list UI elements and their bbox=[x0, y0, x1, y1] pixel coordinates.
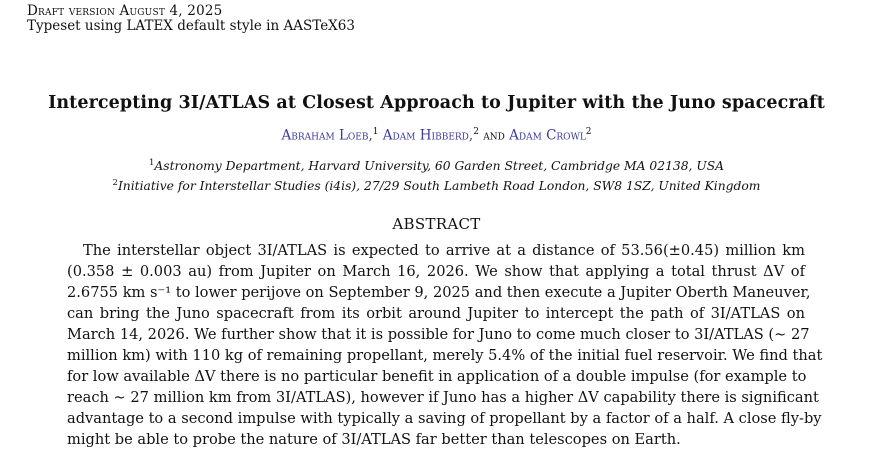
affiliation-mark: 1 bbox=[148, 158, 155, 168]
author-list: Abraham Loeb,1 Adam Hibberd,2 and Adam C… bbox=[0, 127, 873, 144]
abstract-line: (0.358 ± 0.003 au) from Jupiter on March… bbox=[67, 263, 805, 280]
affiliation-2: 2Initiative for Interstellar Studies (i4… bbox=[0, 178, 873, 193]
author-conjunction: and bbox=[483, 127, 505, 144]
typeset-line: Typeset using LATEX default style in AAS… bbox=[27, 18, 355, 34]
abstract-line: can bring the Juno spacecraft from its o… bbox=[67, 305, 805, 322]
affiliation-text: Initiative for Interstellar Studies (i4i… bbox=[117, 179, 761, 194]
abstract-heading: ABSTRACT bbox=[392, 215, 481, 233]
affiliation-text: Astronomy Department, Harvard University… bbox=[154, 159, 725, 174]
affiliation-1: 1Astronomy Department, Harvard Universit… bbox=[0, 158, 873, 173]
affiliation-mark: 2 bbox=[112, 178, 118, 188]
author-affiliation-mark: 1 bbox=[372, 127, 379, 137]
abstract-line: March 14, 2026. We further show that it … bbox=[67, 326, 810, 343]
abstract-line: 2.6755 km s⁻¹ to lower perijove on Septe… bbox=[67, 284, 811, 301]
abstract-line: reach ∼ 27 million km from 3I/ATLAS), ho… bbox=[67, 389, 819, 406]
paper-title: Intercepting 3I/ATLAS at Closest Approac… bbox=[48, 93, 825, 113]
author-affiliation-mark: 2 bbox=[473, 127, 479, 137]
author-name[interactable]: Adam Crowl bbox=[509, 127, 586, 144]
abstract-line: for low available ΔV there is no particu… bbox=[67, 368, 807, 385]
abstract-body: The interstellar object 3I/ATLAS is expe… bbox=[67, 240, 823, 450]
abstract-line: million km) with 110 kg of remaining pro… bbox=[67, 347, 823, 364]
author-affiliation-mark: 2 bbox=[585, 127, 592, 137]
draft-version-line: Draft version August 4, 2025 bbox=[27, 3, 223, 19]
abstract-line: might be able to probe the nature of 3I/… bbox=[67, 431, 681, 448]
author-name[interactable]: Abraham Loeb, bbox=[281, 127, 373, 144]
abstract-line: The interstellar object 3I/ATLAS is expe… bbox=[83, 242, 805, 259]
author-name[interactable]: Adam Hibberd, bbox=[382, 127, 474, 144]
abstract-line: advantage to a second impulse with typic… bbox=[67, 410, 822, 427]
